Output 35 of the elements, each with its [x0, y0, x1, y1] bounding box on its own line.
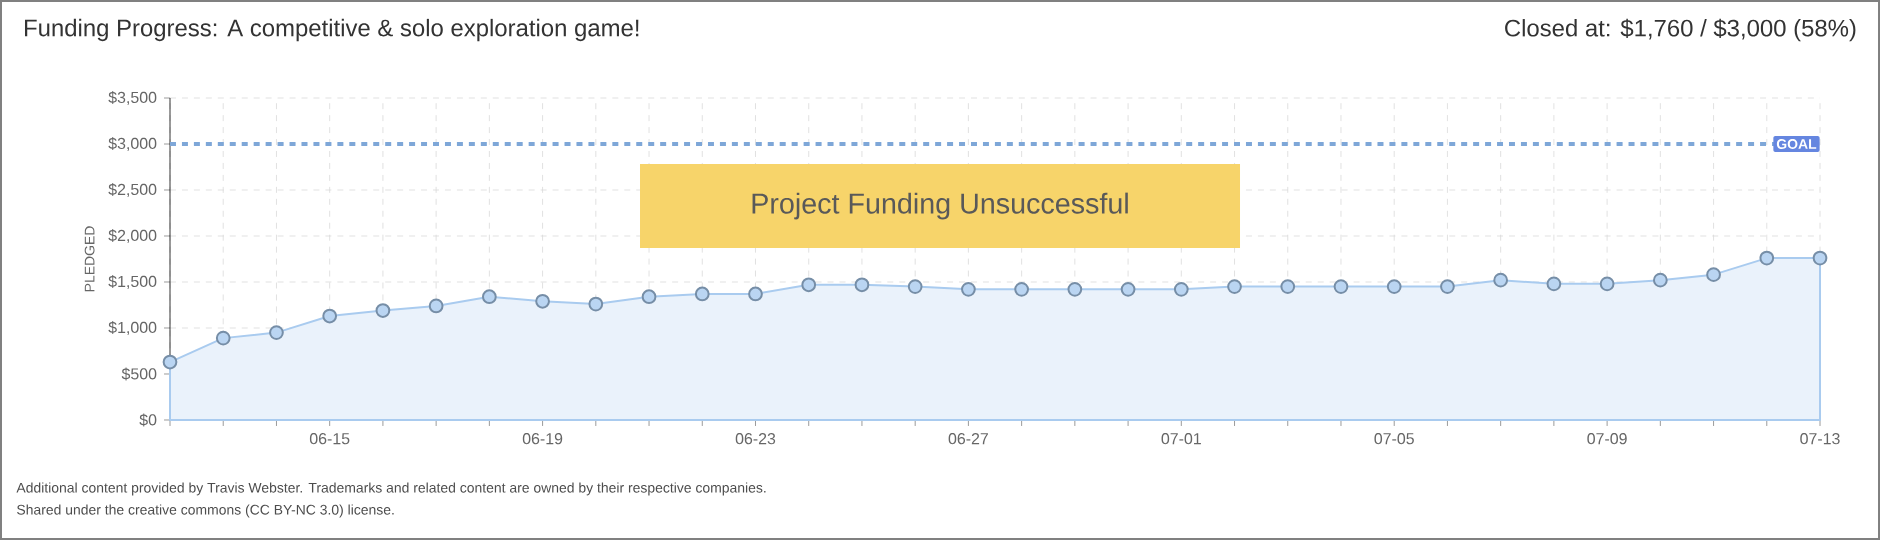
point — [375, 303, 391, 318]
chart-subtitle: Closed at: $1,760 / $3,000 (58%) — [1505, 18, 1856, 42]
point — [1333, 279, 1349, 294]
point — [1280, 279, 1296, 294]
point — [748, 286, 763, 302]
point — [694, 286, 710, 302]
point — [428, 298, 444, 314]
point — [1759, 250, 1775, 266]
point — [801, 277, 817, 293]
point — [1652, 272, 1668, 288]
point — [1173, 281, 1189, 297]
point — [961, 281, 976, 297]
point — [907, 279, 923, 294]
annotation: Project Funding Unsuccessful — [752, 192, 1128, 220]
point — [1546, 276, 1562, 292]
point — [322, 308, 338, 324]
point — [854, 277, 870, 293]
point — [588, 296, 604, 312]
point — [1493, 272, 1509, 288]
point — [1386, 279, 1402, 294]
point — [641, 289, 657, 305]
point — [1440, 279, 1455, 294]
point — [481, 289, 497, 305]
point — [1120, 281, 1136, 297]
point — [215, 330, 231, 346]
point — [162, 354, 178, 370]
chart-title: Funding Progress: A competitive & solo exploration game! — [25, 18, 639, 42]
point — [1812, 250, 1828, 266]
point — [535, 293, 550, 309]
point — [1227, 279, 1242, 294]
point — [269, 325, 284, 340]
point — [1599, 276, 1615, 292]
point — [1014, 281, 1029, 297]
point — [1067, 281, 1083, 297]
point — [1706, 267, 1721, 283]
